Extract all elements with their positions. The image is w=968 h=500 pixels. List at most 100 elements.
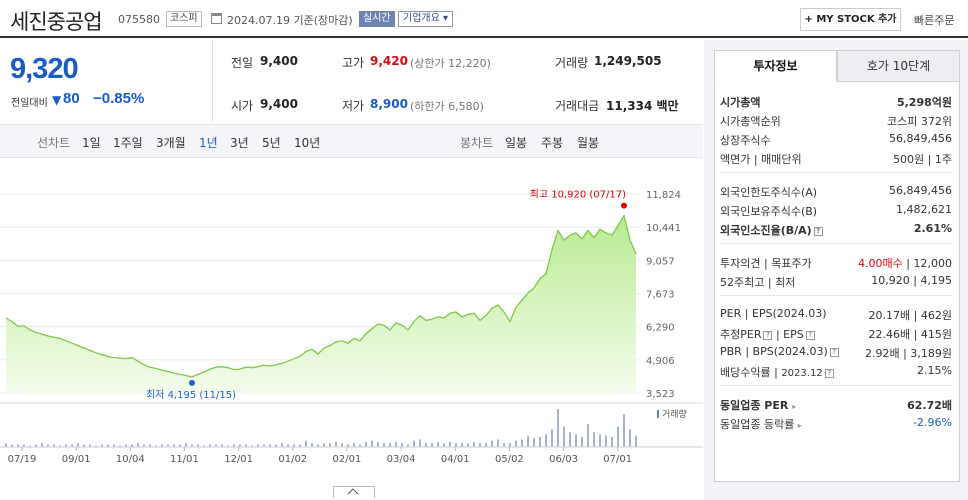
- y-tick-label: 10,441: [646, 223, 681, 234]
- high-value: 9,420: [370, 54, 408, 68]
- volume-label: 거래량: [555, 56, 589, 70]
- info-icon[interactable]: ?: [813, 227, 823, 236]
- volume-bar: [119, 445, 121, 447]
- volume-bar: [83, 444, 85, 447]
- volume-bar: [533, 438, 535, 447]
- volume-bar: [221, 444, 223, 447]
- tab-investment-info[interactable]: 투자정보: [714, 50, 837, 82]
- panel-tabs: 투자정보 호가 10단계: [714, 50, 960, 82]
- line-chart-label: 선차트: [37, 136, 71, 150]
- volume-bar: [335, 441, 337, 447]
- volume-bar: [581, 436, 583, 447]
- opinion-value: 4.00매수: [858, 257, 903, 270]
- par-label: 액면가: [720, 153, 751, 166]
- info-icon[interactable]: ?: [763, 331, 773, 340]
- pbr-label: PBR: [720, 345, 742, 358]
- tab-order-book[interactable]: 호가 10단계: [837, 50, 960, 82]
- info-icon[interactable]: ?: [829, 348, 839, 357]
- y-axis: 3,523 4,906 6,290 7,673 9,057 10,441 11,824: [646, 190, 681, 400]
- volume-legend-swatch: [657, 410, 659, 418]
- volume-legend: 거래량: [657, 408, 687, 420]
- divider: [720, 385, 952, 386]
- add-my-stock-button[interactable]: + MY STOCK 추가: [800, 8, 901, 31]
- market-badge: 코스피: [166, 11, 202, 27]
- tab-daily[interactable]: 일봉: [505, 136, 528, 150]
- tab-weekly[interactable]: 주봉: [541, 136, 564, 150]
- chevron-right-icon: ▸: [797, 421, 802, 430]
- volume-bar: [491, 440, 493, 447]
- volume-bar: [311, 443, 313, 447]
- price-line: [5, 214, 637, 378]
- sector-per-row: 동일업종 PER ▸ 62.72배: [720, 395, 952, 413]
- price-change-rate: −0.85%: [93, 90, 145, 107]
- tab-1d[interactable]: 1일: [82, 136, 101, 150]
- collapse-chart-button[interactable]: [333, 486, 375, 500]
- volume-bar: [635, 435, 637, 447]
- upper-limit: (상한가 12,220): [410, 57, 491, 70]
- x-tick-label: 09/01: [62, 454, 91, 465]
- market-cap-row: 시가총액 5,298억원: [720, 92, 952, 110]
- info-icon[interactable]: ?: [824, 369, 834, 378]
- volume-bar: [191, 444, 193, 447]
- volume-bar: [155, 445, 157, 447]
- x-tick-label: 02/01: [333, 454, 362, 465]
- target-label: 목표주가: [771, 257, 812, 270]
- y-tick-label: 4,906: [646, 356, 675, 367]
- x-tick-label: 01/02: [278, 454, 307, 465]
- volume-bar: [233, 444, 235, 447]
- volume-bar: [209, 444, 211, 447]
- divider: [212, 40, 213, 123]
- volume-bar: [35, 444, 37, 447]
- volume-bar: [143, 444, 145, 447]
- volume-bar: [5, 443, 7, 447]
- info-icon[interactable]: ?: [805, 331, 815, 340]
- volume-bar: [437, 441, 439, 447]
- tab-monthly[interactable]: 월봉: [577, 136, 600, 150]
- tab-3m[interactable]: 3개월: [156, 136, 186, 150]
- sector-rate-row: 동일업종 등락률 ▸ -2.96%: [720, 414, 952, 432]
- volume-bar: [269, 444, 271, 447]
- company-overview-button[interactable]: 기업개요 ▾: [398, 11, 453, 27]
- volume-bar: [287, 444, 289, 447]
- volume-bar: [185, 443, 187, 447]
- tab-10y[interactable]: 10년: [294, 136, 321, 150]
- sector-per-label[interactable]: 동일업종 PER: [720, 399, 789, 412]
- dividend-value: 2.15%: [917, 364, 952, 377]
- opinion-label: 투자의견: [720, 257, 761, 270]
- volume-bar: [11, 444, 13, 447]
- per-label: PER: [720, 307, 742, 320]
- change-label: 전일대비: [11, 98, 48, 109]
- volume-bar: [29, 445, 31, 447]
- quick-order-button[interactable]: 빠른주문: [914, 14, 955, 27]
- volume-bar: [305, 440, 307, 447]
- price-chart[interactable]: 3,523 4,906 6,290 7,673 9,057 10,441 11,824 07…: [0, 160, 703, 490]
- tab-1y[interactable]: 1년: [199, 136, 218, 150]
- shares-row: 상장주식수 56,849,456: [720, 130, 952, 148]
- volume-bar: [371, 440, 373, 447]
- volume-bar: [509, 443, 511, 447]
- tab-3y[interactable]: 3년: [230, 136, 249, 150]
- volume-bar: [131, 444, 133, 447]
- volume-bar: [323, 443, 325, 447]
- x-tick-label: 06/03: [549, 454, 578, 465]
- volume-bar: [71, 444, 73, 447]
- volume-bar: [569, 431, 571, 447]
- week52-high-value: 10,920: [871, 274, 910, 287]
- volume-bar: [401, 443, 403, 447]
- dividend-label: 배당수익률: [720, 366, 771, 379]
- per-row: PER | EPS(2024.03) 20.17배 | 462원: [720, 307, 952, 322]
- tab-5y[interactable]: 5년: [262, 136, 281, 150]
- volume-bar: [521, 439, 523, 447]
- stock-name: 세진중공업: [10, 10, 103, 34]
- tab-1w[interactable]: 1주일: [113, 136, 143, 150]
- est-per-value: 22.46배: [868, 328, 911, 341]
- realtime-badge[interactable]: 실시간: [359, 11, 395, 27]
- volume-bar: [59, 445, 61, 447]
- volume-bar: [467, 443, 469, 447]
- sector-rate-label[interactable]: 동일업종 등락률: [720, 418, 795, 431]
- x-tick-label: 05/02: [495, 454, 524, 465]
- divider: [720, 172, 952, 173]
- volume-bar: [551, 429, 553, 447]
- volume-bar: [515, 440, 517, 447]
- volume-bar: [239, 444, 241, 447]
